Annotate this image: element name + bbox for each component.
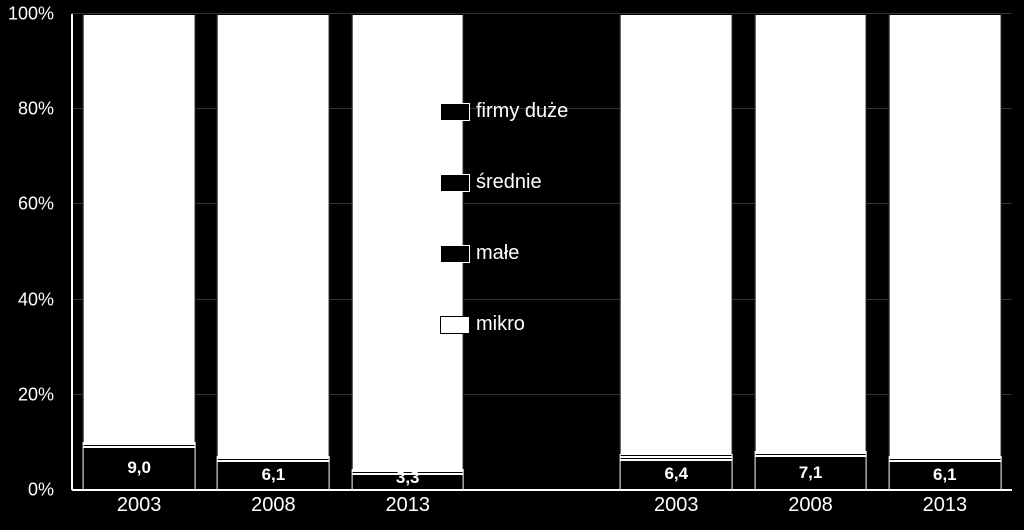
bar-slot: 9,0 <box>72 14 206 490</box>
y-tick-label: 0% <box>28 480 54 501</box>
bar: 6,1 <box>888 14 1001 490</box>
legend: firmy duże średnie małe mikro <box>440 100 640 384</box>
legend-item-srednie: średnie <box>440 171 640 194</box>
bar: 7,1 <box>754 14 867 490</box>
bar-value-label: 6,1 <box>217 465 330 485</box>
y-tick-label: 100% <box>8 4 54 25</box>
bar-segment-top <box>83 14 196 447</box>
x-axis-line <box>72 489 1012 491</box>
bar-value-label: 6,1 <box>888 465 1001 485</box>
bar-segment-sliver <box>620 454 733 456</box>
bar-value-label: 9,0 <box>83 458 196 478</box>
y-axis: 0% 20% 40% 60% 80% 100% <box>0 14 62 490</box>
legend-swatch-icon <box>440 174 470 192</box>
y-tick-label: 80% <box>18 99 54 120</box>
bar-segment-top <box>754 14 867 456</box>
bar-segment-sliver <box>217 456 330 458</box>
legend-swatch-icon <box>440 103 470 121</box>
bar: 6,1 <box>217 14 330 490</box>
bar-value-label: 7,1 <box>754 463 867 483</box>
legend-label: średnie <box>476 171 542 194</box>
x-tick-label: 2013 <box>878 494 1012 524</box>
legend-swatch-icon <box>440 245 470 263</box>
bar-segment-sliver <box>83 442 196 444</box>
y-tick-label: 60% <box>18 194 54 215</box>
x-tick-label: 2003 <box>72 494 206 524</box>
x-tick-label: 2013 <box>341 494 475 524</box>
legend-item-duze: firmy duże <box>440 100 640 123</box>
x-tick-label: 2003 <box>609 494 743 524</box>
bar-segment-sliver <box>754 453 867 456</box>
bar-segment-sliver <box>754 451 867 453</box>
y-tick-label: 20% <box>18 384 54 405</box>
x-tick-label: 2008 <box>743 494 877 524</box>
bar-segment-sliver <box>217 458 330 461</box>
bar-slot: 7,1 <box>743 14 877 490</box>
x-tick-label <box>475 494 609 524</box>
y-tick-label: 40% <box>18 289 54 310</box>
legend-label: małe <box>476 242 519 265</box>
bar-value-label: 3,3 <box>351 468 464 488</box>
bar-segment-sliver <box>888 458 1001 461</box>
bar-slot: 6,1 <box>878 14 1012 490</box>
legend-swatch-icon <box>440 316 470 334</box>
bar-segment-sliver <box>888 456 1001 458</box>
legend-label: firmy duże <box>476 100 568 123</box>
y-axis-line <box>71 14 73 490</box>
stacked-bar-chart: 0% 20% 40% 60% 80% 100% 9,0 6,1 3,3 6,4 7,1 6… <box>0 0 1024 530</box>
bar-segment-top <box>217 14 330 461</box>
legend-item-mikro: mikro <box>440 313 640 336</box>
legend-item-male: małe <box>440 242 640 265</box>
bar-segment-sliver <box>83 444 196 447</box>
legend-label: mikro <box>476 313 525 336</box>
bar: 9,0 <box>83 14 196 490</box>
bar-segment-top <box>888 14 1001 461</box>
x-tick-label: 2008 <box>206 494 340 524</box>
bar-slot: 6,1 <box>206 14 340 490</box>
bar-segment-sliver <box>620 457 733 460</box>
bar-value-label: 6,4 <box>620 464 733 484</box>
x-axis: 200320082013200320082013 <box>72 494 1012 524</box>
